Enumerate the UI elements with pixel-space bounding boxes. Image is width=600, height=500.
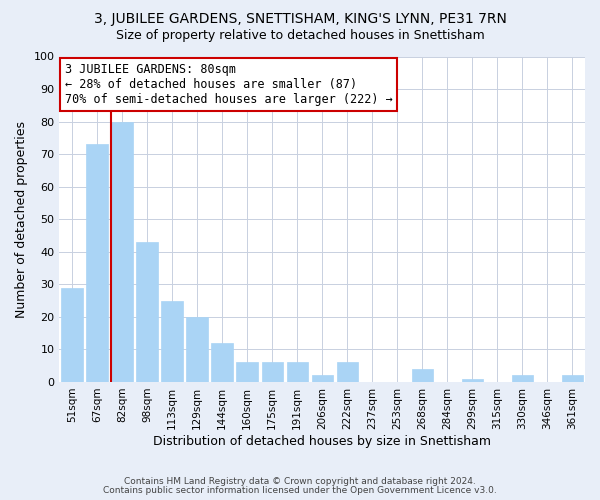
Bar: [61, 288, 83, 382]
Bar: [512, 376, 533, 382]
Text: 3 JUBILEE GARDENS: 80sqm
← 28% of detached houses are smaller (87)
70% of semi-d: 3 JUBILEE GARDENS: 80sqm ← 28% of detach…: [65, 63, 392, 106]
Bar: [462, 378, 483, 382]
Bar: [337, 362, 358, 382]
X-axis label: Distribution of detached houses by size in Snettisham: Distribution of detached houses by size …: [153, 434, 491, 448]
Bar: [287, 362, 308, 382]
Bar: [311, 376, 333, 382]
Bar: [562, 376, 583, 382]
Bar: [136, 242, 158, 382]
Y-axis label: Number of detached properties: Number of detached properties: [15, 120, 28, 318]
Bar: [161, 300, 182, 382]
Bar: [187, 317, 208, 382]
Text: 3, JUBILEE GARDENS, SNETTISHAM, KING'S LYNN, PE31 7RN: 3, JUBILEE GARDENS, SNETTISHAM, KING'S L…: [94, 12, 506, 26]
Bar: [211, 343, 233, 382]
Bar: [236, 362, 258, 382]
Bar: [262, 362, 283, 382]
Text: Size of property relative to detached houses in Snettisham: Size of property relative to detached ho…: [116, 29, 484, 42]
Bar: [412, 369, 433, 382]
Bar: [112, 122, 133, 382]
Bar: [86, 144, 107, 382]
Text: Contains HM Land Registry data © Crown copyright and database right 2024.: Contains HM Land Registry data © Crown c…: [124, 477, 476, 486]
Text: Contains public sector information licensed under the Open Government Licence v3: Contains public sector information licen…: [103, 486, 497, 495]
